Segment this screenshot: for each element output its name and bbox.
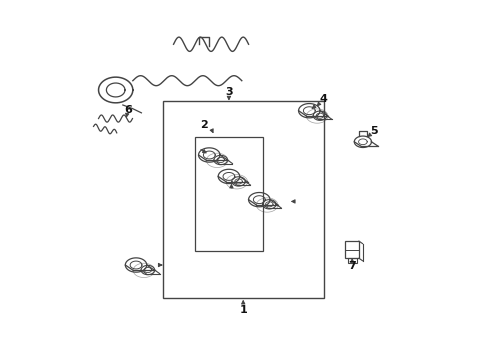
Bar: [348, 258, 357, 263]
Text: 2: 2: [200, 120, 208, 130]
Text: 5: 5: [370, 126, 378, 136]
Text: 7: 7: [348, 261, 356, 271]
Text: 1: 1: [239, 305, 247, 315]
Text: 6: 6: [124, 105, 132, 115]
Text: 4: 4: [319, 94, 327, 104]
Bar: [195, 137, 263, 251]
Bar: [163, 102, 323, 298]
Text: 3: 3: [225, 87, 233, 98]
Bar: [345, 241, 359, 258]
